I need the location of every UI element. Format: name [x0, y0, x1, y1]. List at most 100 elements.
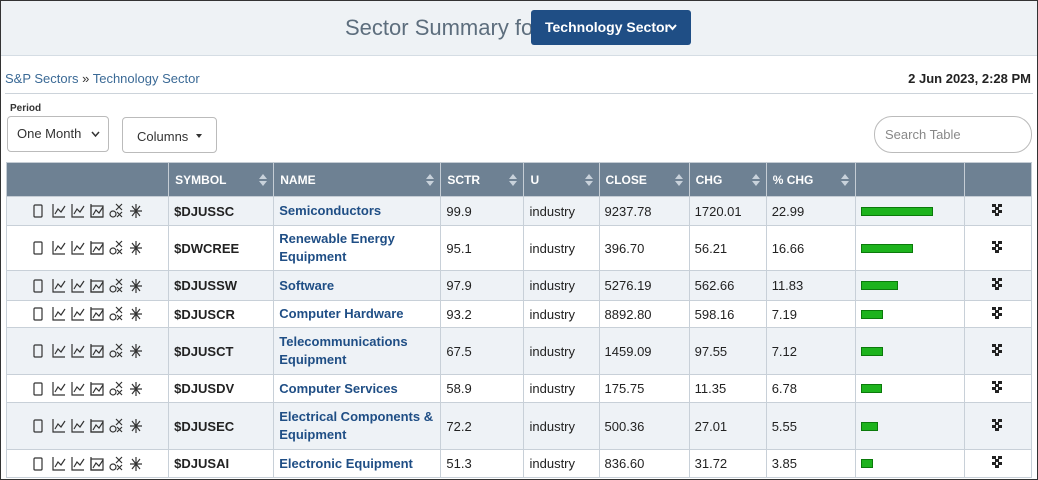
icon-shape — [997, 306, 1002, 310]
chart-icon[interactable] — [52, 419, 66, 433]
name-link[interactable]: Computer Hardware — [273, 300, 442, 328]
checker-icon[interactable] — [991, 306, 1004, 319]
chart-icon[interactable] — [71, 204, 85, 218]
chart-icon[interactable] — [130, 307, 142, 321]
chart-icon[interactable] — [52, 456, 66, 471]
chart-icon[interactable] — [109, 381, 123, 396]
name-link[interactable]: Renewable Energy Equipment — [273, 225, 442, 271]
chart-icon[interactable] — [90, 204, 104, 218]
checker-icon[interactable] — [991, 203, 1004, 216]
chart-icon[interactable] — [71, 456, 85, 471]
name-link[interactable]: Telecommunications Equipment — [273, 327, 442, 375]
checker-icon[interactable] — [991, 381, 1004, 393]
chart-icon[interactable] — [130, 456, 142, 471]
header-cell[interactable]: SYMBOL — [168, 162, 275, 197]
chart-icon[interactable] — [71, 419, 85, 433]
sort-down — [584, 181, 593, 186]
checker-icon[interactable] — [991, 456, 1004, 468]
icon-cell — [5, 225, 170, 271]
sctr: 51.3 — [440, 449, 525, 478]
chart-icon[interactable] — [52, 344, 66, 358]
sort-icon — [509, 174, 518, 186]
header-cell[interactable]: NAME — [273, 162, 442, 197]
icon-cell — [5, 196, 170, 226]
header-cell[interactable]: CLOSE — [598, 162, 690, 197]
close: 1459.09 — [598, 327, 690, 375]
chart-icon[interactable] — [90, 307, 104, 321]
chart-icon[interactable] — [130, 204, 142, 218]
chart-icon[interactable] — [90, 344, 104, 358]
search-input[interactable]: Search Table — [874, 116, 1032, 153]
search-placeholder: Search Table — [885, 127, 961, 142]
chart-icon[interactable] — [33, 204, 43, 218]
chart-icon[interactable] — [130, 278, 142, 293]
name-link[interactable]: Software — [273, 270, 442, 301]
table-row: $DJUSDV Computer Services 58.9 industry 175.… — [5, 374, 1033, 403]
chart-icon[interactable] — [109, 456, 123, 471]
checker-icon[interactable] — [991, 278, 1004, 290]
chart-icon[interactable] — [52, 278, 66, 293]
chart-icon[interactable] — [90, 241, 104, 255]
chart-icon[interactable] — [33, 419, 43, 433]
chg: 1720.01 — [688, 196, 767, 226]
name-link[interactable]: Semiconductors — [273, 196, 442, 226]
header-cell[interactable]: SCTR — [440, 162, 525, 197]
icon-shape — [71, 241, 85, 255]
sector-dropdown[interactable]: Technology Sector — [531, 10, 691, 45]
name-link[interactable]: Electrical Components & Equipment — [273, 402, 442, 450]
chart-icon[interactable] — [130, 344, 142, 358]
chart-icon[interactable] — [71, 307, 85, 321]
crumb-link[interactable]: S&P Sectors — [5, 71, 79, 86]
chart-icon[interactable] — [90, 456, 104, 471]
chart-icon[interactable] — [109, 418, 123, 433]
chart-icon[interactable] — [130, 381, 142, 396]
icon-shape — [994, 459, 999, 462]
icon-shape — [52, 419, 66, 433]
checker-icon[interactable] — [991, 240, 1004, 253]
chart-icon[interactable] — [71, 344, 85, 358]
chart-icon[interactable] — [90, 419, 104, 433]
header-cell[interactable]: CHG — [688, 162, 767, 197]
icon-shape — [109, 387, 117, 396]
chart-icon[interactable] — [52, 381, 66, 396]
icon-shape — [994, 315, 999, 319]
sort-up — [840, 174, 849, 179]
chart-icon[interactable] — [33, 241, 43, 255]
chart-icon[interactable] — [52, 307, 66, 321]
chart-icon[interactable] — [71, 278, 85, 293]
row-icons — [33, 203, 142, 218]
columns-button[interactable]: Columns — [122, 117, 217, 153]
chart-icon[interactable] — [33, 307, 43, 321]
chart-icon[interactable] — [33, 278, 43, 293]
chart-icon[interactable] — [109, 306, 123, 321]
chart-icon[interactable] — [33, 344, 43, 358]
u: industry — [523, 374, 600, 403]
crumb-link[interactable]: Technology Sector — [92, 71, 200, 86]
bar-cell — [854, 402, 965, 450]
chart-icon[interactable] — [109, 278, 123, 293]
chart-icon[interactable] — [109, 240, 123, 255]
chart-icon[interactable] — [109, 203, 123, 218]
chart-icon[interactable] — [90, 278, 104, 293]
chart-icon[interactable] — [130, 419, 142, 433]
checker-icon[interactable] — [991, 343, 1004, 356]
name-link[interactable]: Computer Services — [273, 374, 442, 403]
chart-icon[interactable] — [71, 241, 85, 255]
icon-shape — [997, 246, 1002, 250]
icon-shape — [130, 456, 142, 471]
period-select[interactable]: One Month — [7, 116, 109, 152]
chart-icon[interactable] — [33, 381, 43, 396]
chart-icon[interactable] — [52, 204, 66, 218]
icon-shape — [991, 246, 996, 250]
header-cell[interactable]: U — [523, 162, 600, 197]
chart-icon[interactable] — [33, 456, 43, 471]
icon-shape — [994, 384, 999, 387]
chart-icon[interactable] — [52, 241, 66, 255]
name-link[interactable]: Electronic Equipment — [273, 449, 442, 478]
chart-icon[interactable] — [90, 381, 104, 396]
chart-icon[interactable] — [109, 343, 123, 358]
checker-icon[interactable] — [991, 418, 1004, 431]
chart-icon[interactable] — [71, 381, 85, 396]
header-cell[interactable]: % CHG — [765, 162, 856, 197]
chart-icon[interactable] — [130, 241, 142, 255]
